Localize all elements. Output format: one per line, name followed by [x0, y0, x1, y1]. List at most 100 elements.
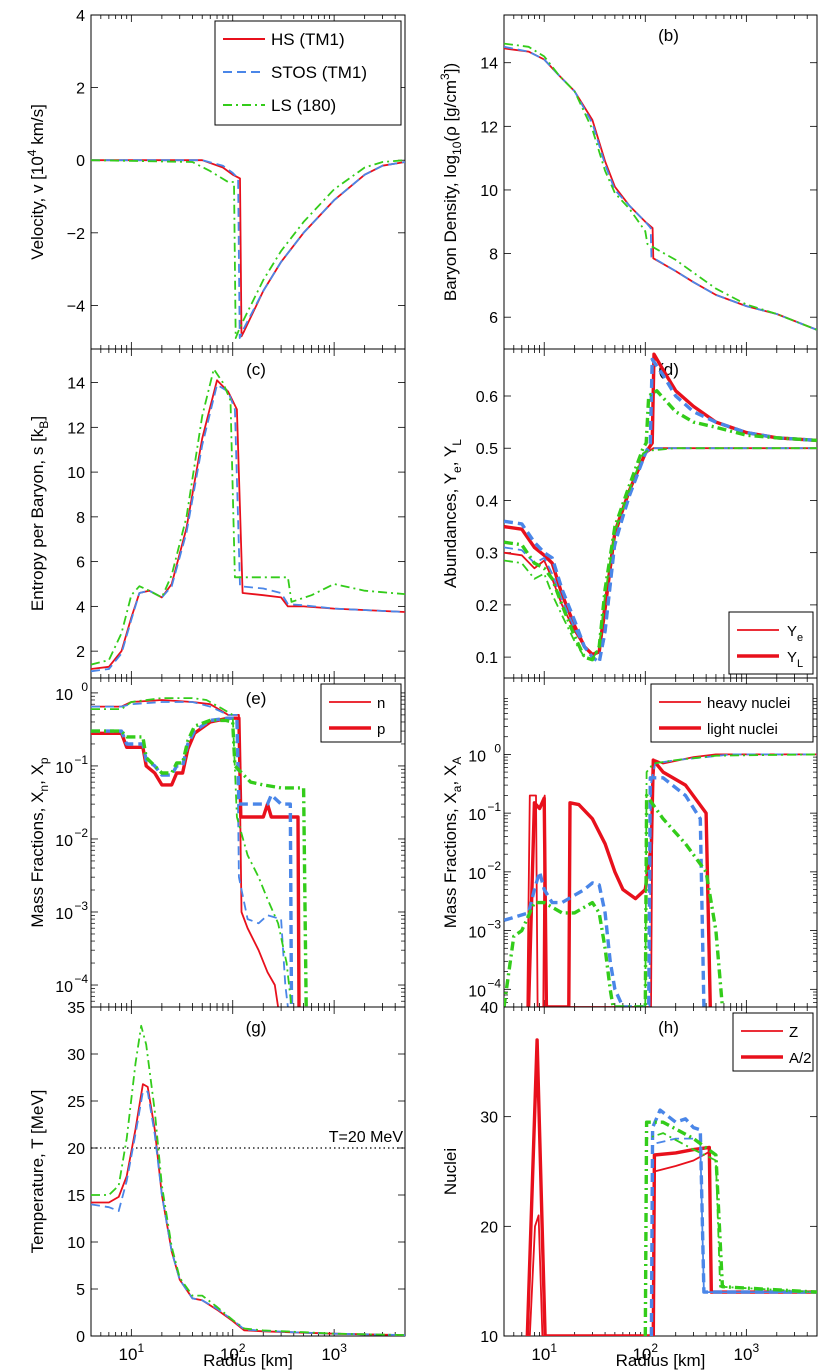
y-tick-label: 10: [55, 760, 73, 777]
y-tick-label: 4: [76, 8, 85, 25]
panel-label: (c): [246, 360, 266, 379]
legend-label: LS (180): [271, 96, 336, 115]
legend-label: YL: [787, 649, 803, 670]
legend-label: Z: [789, 1024, 798, 1041]
y-tick-label: −4: [67, 298, 85, 315]
series-line-hs-tm1-xa: [526, 758, 712, 1007]
y-tick-label: −2: [67, 226, 85, 243]
series-line-hs-tm1-xn: [91, 699, 279, 1007]
series-line-ls-180-xa: [644, 753, 817, 1007]
y-tick-label-exponent: −1: [487, 800, 501, 814]
panel-label: (b): [658, 26, 679, 45]
y-tick-label: 30: [67, 1047, 85, 1064]
chart-panel-c: 2 4 6 8 10 12 14 Entropy per Baryon, s [kB] (c): [28, 348, 406, 679]
series-line-ls-180-yl: [504, 389, 817, 662]
legend-label: p: [377, 721, 385, 738]
y-axis-label: Velocity, v [104 km/s]: [25, 104, 47, 260]
legend: HS (TM1) STOS (TM1) LS (180): [214, 20, 402, 126]
y-tick-label: 0.5: [476, 441, 498, 458]
axes-frame: [90, 1006, 406, 1337]
legend: np: [320, 683, 402, 743]
legend-label: A/2: [789, 1050, 812, 1067]
y-tick-label: 6: [489, 310, 498, 327]
y-tick-label: 12: [67, 420, 85, 437]
x-tick-label: 102: [632, 1341, 658, 1364]
y-axis-label: Baryon Density, log10(ρ [g/cm3]): [438, 63, 464, 301]
y-tick-label: 20: [480, 1219, 498, 1236]
series-line-stos-tm1-a-2: [649, 1108, 817, 1336]
y-tick-label: 10: [468, 983, 486, 1000]
x-axis-label: Radius [km]: [203, 1351, 293, 1370]
axes-frame: [90, 348, 406, 679]
y-tick-label: 0.3: [476, 546, 498, 563]
x-tick-label: 102: [220, 1341, 246, 1364]
y-axis-label: Nuclei: [441, 1148, 460, 1195]
y-tick-label: 8: [489, 247, 498, 264]
legend: Ye YL: [728, 611, 814, 675]
y-tick-label: 10: [468, 748, 486, 765]
y-tick-label: 35: [67, 1000, 85, 1017]
chart-panel-b: 6 8 10 12 14 Baryon Density, log10(ρ [g/cm3])…: [438, 14, 818, 350]
y-tick-label: 25: [67, 1094, 85, 1111]
y-tick-label: 14: [480, 56, 498, 73]
legend: Z A/2: [732, 1012, 814, 1072]
series-line-ls-180-ye: [504, 447, 817, 661]
series-line-stos-tm1-xa: [504, 776, 706, 1007]
series-line-hs-tm1-: [91, 379, 405, 670]
y-tick-label: 10: [55, 906, 73, 923]
y-tick-label: 10: [67, 465, 85, 482]
series-line-ls-180-: [91, 1024, 405, 1336]
axes-frame: [503, 14, 818, 350]
panel-label: (e): [246, 689, 267, 708]
y-tick-label: 10: [55, 979, 73, 996]
legend-frame: [320, 683, 402, 743]
y-axis-label: Mass Fractions, Xa, XA: [441, 757, 464, 929]
x-tick-label: 101: [119, 1341, 145, 1364]
series-line-stos-tm1-: [91, 383, 405, 673]
series-line-stos-tm1-xp: [91, 716, 294, 1007]
series-group: [504, 352, 817, 664]
y-tick-label: 10: [55, 833, 73, 850]
series-group: [91, 1024, 405, 1336]
legend-frame: [650, 683, 814, 743]
series-line-stos-tm1-: [504, 45, 817, 331]
y-tick-label: 4: [76, 599, 85, 616]
y-tick-label: 5: [76, 1282, 85, 1299]
y-tick-label: 10: [468, 925, 486, 942]
y-tick-label: 0.2: [476, 598, 498, 615]
series-line-ls-180-xa: [504, 793, 725, 1007]
y-tick-label: 0.6: [476, 389, 498, 406]
y-tick-label-exponent: −3: [487, 918, 501, 932]
legend-frame: [732, 1012, 814, 1072]
panel-label: (h): [658, 1018, 679, 1037]
x-tick-label: 103: [321, 1341, 347, 1364]
y-tick-label-exponent: −1: [74, 753, 88, 767]
legend-label: STOS (TM1): [271, 63, 367, 82]
series-line-stos-tm1-xa: [648, 753, 817, 1007]
series-group: [504, 42, 817, 331]
y-tick-label: 40: [480, 1000, 498, 1017]
y-tick-label-exponent: 0: [81, 680, 88, 694]
y-tick-label: 15: [67, 1188, 85, 1205]
y-tick-label-exponent: −3: [74, 899, 88, 913]
series-group: [91, 697, 308, 1007]
y-axis-label: Temperature, T [MeV]: [28, 1090, 47, 1254]
series-line-stos-tm1-yl: [504, 357, 817, 664]
series-line-stos-tm1-: [91, 159, 405, 339]
series-line-ls-180-: [91, 159, 405, 339]
series-line-hs-tm1-yl: [504, 352, 817, 657]
y-tick-label: 30: [480, 1110, 498, 1127]
series-line-stos-tm1-xn: [91, 701, 289, 1007]
panel-label: (g): [246, 1018, 267, 1037]
y-tick-label: 10: [67, 1235, 85, 1252]
series-group: [525, 1038, 817, 1336]
chart-panel-h: 101 102 103 Radius [km] 10 20 30 40 Nuclei (h) Z A/…: [441, 1000, 818, 1370]
series-line-hs-tm1-xp: [91, 716, 301, 1007]
series-line-ls-180-: [504, 42, 817, 331]
y-tick-label-exponent: 0: [494, 741, 501, 755]
y-tick-label: 10: [55, 687, 73, 704]
y-tick-label: 2: [76, 644, 85, 661]
y-tick-label: 0.4: [476, 493, 498, 510]
